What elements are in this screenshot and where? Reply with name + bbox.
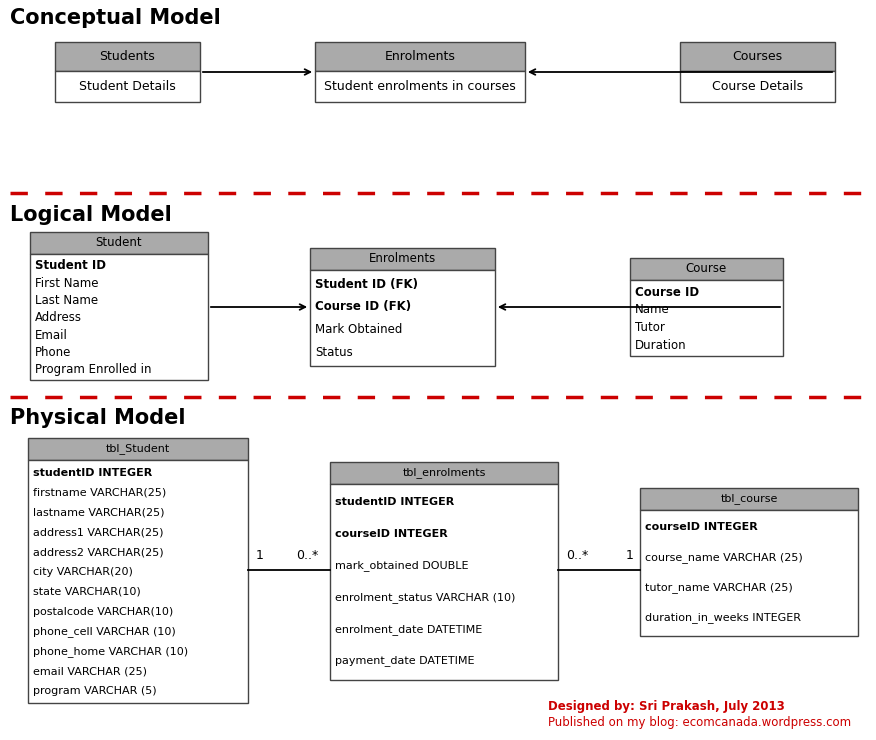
Text: course_name VARCHAR (25): course_name VARCHAR (25) — [645, 552, 802, 563]
Text: Course Details: Course Details — [712, 80, 803, 93]
Bar — [680, 71, 835, 102]
Text: tutor_name VARCHAR (25): tutor_name VARCHAR (25) — [645, 582, 793, 593]
Text: tbl_enrolments: tbl_enrolments — [402, 468, 485, 479]
Text: Physical Model: Physical Model — [10, 408, 186, 428]
Text: studentID INTEGER: studentID INTEGER — [335, 497, 455, 507]
Text: Logical Model: Logical Model — [10, 205, 172, 225]
Bar — [330, 462, 558, 484]
Text: Course ID: Course ID — [635, 286, 699, 299]
Text: Mark Obtained: Mark Obtained — [315, 323, 402, 336]
Text: 1: 1 — [626, 549, 634, 562]
Text: courseID INTEGER: courseID INTEGER — [335, 528, 448, 539]
Text: address1 VARCHAR(25): address1 VARCHAR(25) — [33, 528, 164, 537]
Text: tbl_course: tbl_course — [720, 494, 778, 505]
Text: Published on my blog: ecomcanada.wordpress.com: Published on my blog: ecomcanada.wordpre… — [548, 716, 851, 729]
Bar — [315, 71, 525, 102]
Text: 1: 1 — [256, 549, 264, 562]
Text: studentID INTEGER: studentID INTEGER — [33, 468, 152, 478]
Text: program VARCHAR (5): program VARCHAR (5) — [33, 686, 157, 696]
Text: phone_cell VARCHAR (10): phone_cell VARCHAR (10) — [33, 626, 176, 637]
Bar — [640, 488, 858, 510]
Text: mark_obtained DOUBLE: mark_obtained DOUBLE — [335, 560, 469, 571]
Text: payment_date DATETIME: payment_date DATETIME — [335, 656, 475, 666]
Bar — [55, 71, 200, 102]
Bar — [680, 42, 835, 71]
Bar — [630, 258, 783, 280]
Text: Students: Students — [100, 50, 155, 63]
Text: Courses: Courses — [732, 50, 782, 63]
Text: city VARCHAR(20): city VARCHAR(20) — [33, 567, 133, 577]
Text: First Name: First Name — [35, 277, 98, 289]
Text: Course: Course — [686, 263, 727, 275]
Text: Student enrolments in courses: Student enrolments in courses — [324, 80, 516, 93]
Text: Phone: Phone — [35, 346, 71, 359]
Text: firstname VARCHAR(25): firstname VARCHAR(25) — [33, 488, 166, 498]
Text: Conceptual Model: Conceptual Model — [10, 8, 221, 28]
Text: Address: Address — [35, 312, 82, 324]
Text: Student ID (FK): Student ID (FK) — [315, 278, 418, 291]
Text: Status: Status — [315, 346, 353, 359]
Text: Program Enrolled in: Program Enrolled in — [35, 363, 152, 376]
Text: Duration: Duration — [635, 339, 687, 352]
Text: courseID INTEGER: courseID INTEGER — [645, 522, 758, 532]
Text: Enrolments: Enrolments — [369, 252, 436, 266]
Bar — [315, 42, 525, 71]
Text: duration_in_weeks INTEGER: duration_in_weeks INTEGER — [645, 613, 801, 623]
Text: Course ID (FK): Course ID (FK) — [315, 300, 411, 313]
Bar — [640, 510, 858, 636]
Text: enrolment_date DATETIME: enrolment_date DATETIME — [335, 624, 483, 634]
Bar — [55, 42, 200, 71]
Bar — [330, 484, 558, 680]
Bar — [310, 248, 495, 270]
Text: Student: Student — [95, 237, 142, 249]
Text: tbl_Student: tbl_Student — [106, 443, 170, 454]
Text: Name: Name — [635, 303, 670, 317]
Bar — [30, 254, 208, 380]
Bar — [28, 460, 248, 703]
Text: state VARCHAR(10): state VARCHAR(10) — [33, 587, 141, 597]
Text: Designed by: Sri Prakash, July 2013: Designed by: Sri Prakash, July 2013 — [548, 700, 785, 713]
Text: Email: Email — [35, 329, 67, 342]
Text: Student ID: Student ID — [35, 260, 106, 272]
Text: address2 VARCHAR(25): address2 VARCHAR(25) — [33, 548, 164, 557]
Text: enrolment_status VARCHAR (10): enrolment_status VARCHAR (10) — [335, 592, 515, 602]
Bar — [28, 438, 248, 460]
Text: 0..*: 0..* — [566, 549, 589, 562]
Text: lastname VARCHAR(25): lastname VARCHAR(25) — [33, 508, 165, 517]
Bar — [630, 280, 783, 356]
Text: postalcode VARCHAR(10): postalcode VARCHAR(10) — [33, 607, 173, 616]
Text: phone_home VARCHAR (10): phone_home VARCHAR (10) — [33, 646, 188, 657]
Text: Last Name: Last Name — [35, 294, 98, 307]
Bar — [310, 270, 495, 366]
Text: Student Details: Student Details — [79, 80, 176, 93]
Text: Enrolments: Enrolments — [385, 50, 456, 63]
Text: email VARCHAR (25): email VARCHAR (25) — [33, 666, 147, 676]
Text: Tutor: Tutor — [635, 321, 665, 334]
Bar — [30, 232, 208, 254]
Text: 0..*: 0..* — [296, 549, 318, 562]
